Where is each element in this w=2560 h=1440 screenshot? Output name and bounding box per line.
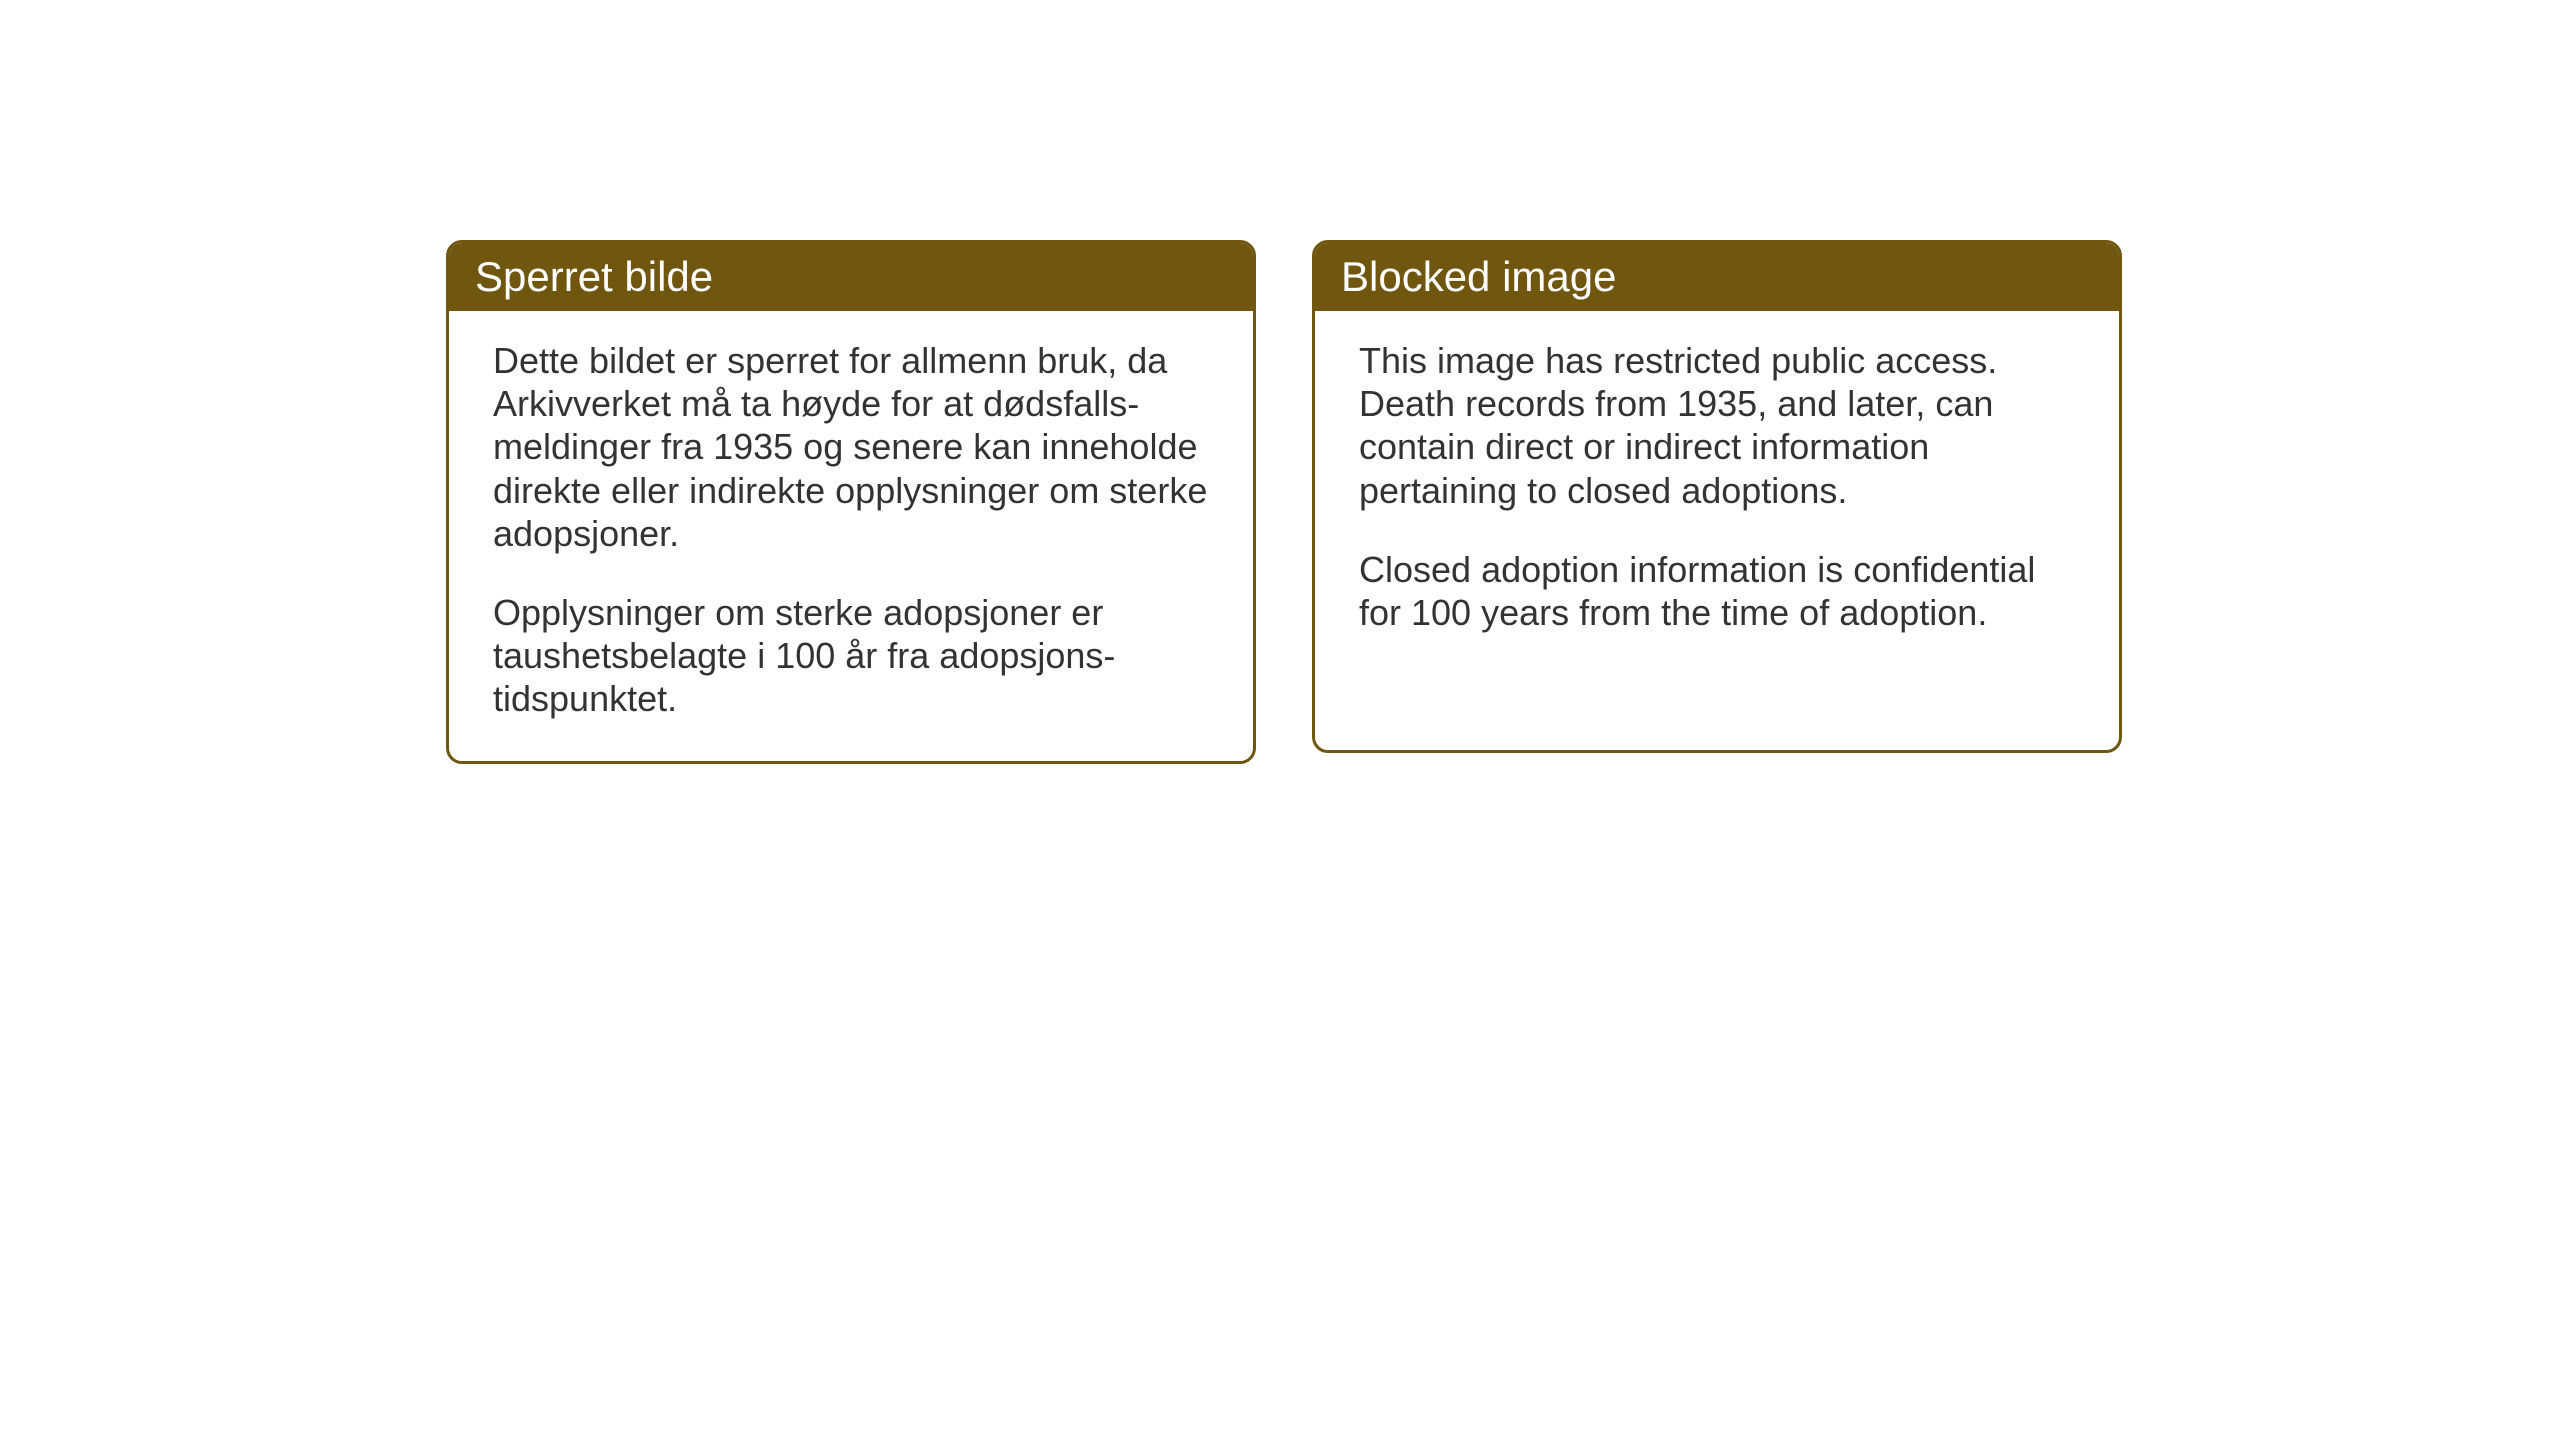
notice-cards-container: Sperret bilde Dette bildet er sperret fo… [446,240,2122,764]
card-paragraph-1-norwegian: Dette bildet er sperret for allmenn bruk… [493,339,1209,555]
card-body-norwegian: Dette bildet er sperret for allmenn bruk… [449,311,1253,761]
card-paragraph-2-norwegian: Opplysninger om sterke adopsjoner er tau… [493,591,1209,721]
card-title-english: Blocked image [1341,253,1616,300]
card-paragraph-2-english: Closed adoption information is confident… [1359,548,2075,634]
card-header-english: Blocked image [1315,243,2119,311]
card-paragraph-1-english: This image has restricted public access.… [1359,339,2075,512]
notice-card-norwegian: Sperret bilde Dette bildet er sperret fo… [446,240,1256,764]
notice-card-english: Blocked image This image has restricted … [1312,240,2122,753]
card-title-norwegian: Sperret bilde [475,253,713,300]
card-header-norwegian: Sperret bilde [449,243,1253,311]
card-body-english: This image has restricted public access.… [1315,311,2119,674]
